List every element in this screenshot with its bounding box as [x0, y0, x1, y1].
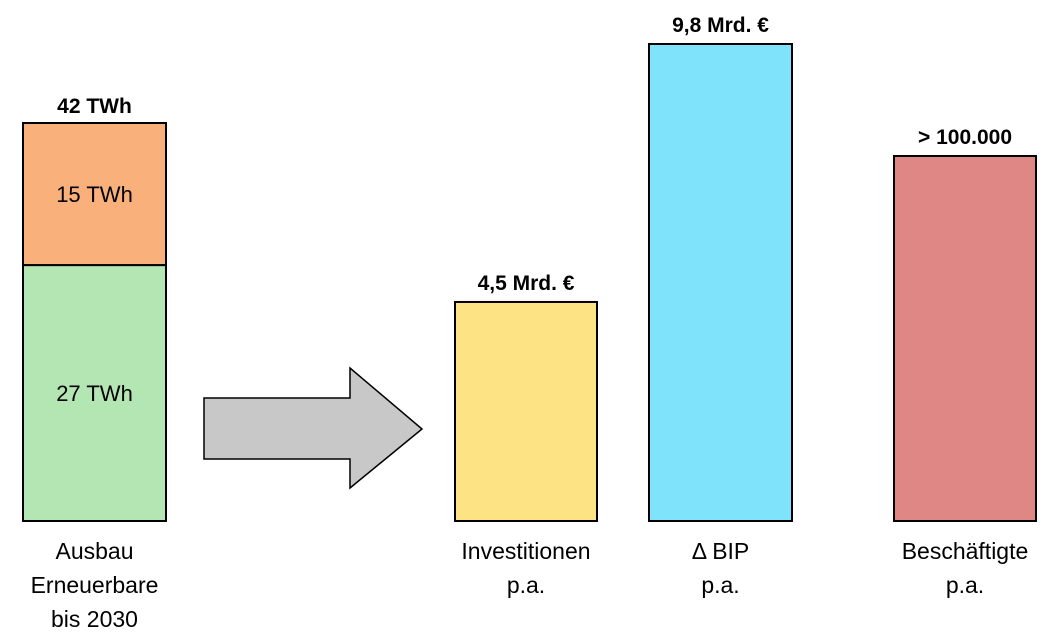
stack-total-label: 42 TWh [57, 95, 132, 118]
bar-category-label-2-line-2: p.a. [701, 572, 739, 598]
stack-category-label-line-1: Ausbau [55, 538, 133, 564]
bar-category-label-2-line-1: Δ BIP [692, 538, 750, 564]
stack-segment-2 [22, 264, 167, 522]
bar-category-label-1-line-1: Investitionen [461, 538, 590, 564]
bar-2 [648, 43, 793, 522]
bar-value-label-3: > 100.000 [918, 126, 1012, 149]
bar-category-label-3-line-2: p.a. [946, 572, 984, 598]
bar-3 [893, 155, 1037, 522]
bar-value-label-1: 4,5 Mrd. € [478, 272, 575, 295]
arrow-shape [203, 366, 424, 490]
bar-category-label-3-line-1: Beschäftigte [902, 538, 1029, 564]
bar-category-label-1-line-2: p.a. [507, 572, 545, 598]
stack-segment-label-1: 15 TWh [56, 182, 133, 207]
bar-value-label-2: 9,8 Mrd. € [672, 14, 769, 37]
stack-segment-1 [22, 122, 167, 267]
stack-category-label-line-2: Erneuerbare [31, 572, 159, 598]
stack-category-label-line-3: bis 2030 [51, 606, 138, 632]
stack-segment-label-2: 27 TWh [56, 381, 133, 406]
bar-1 [454, 300, 598, 522]
